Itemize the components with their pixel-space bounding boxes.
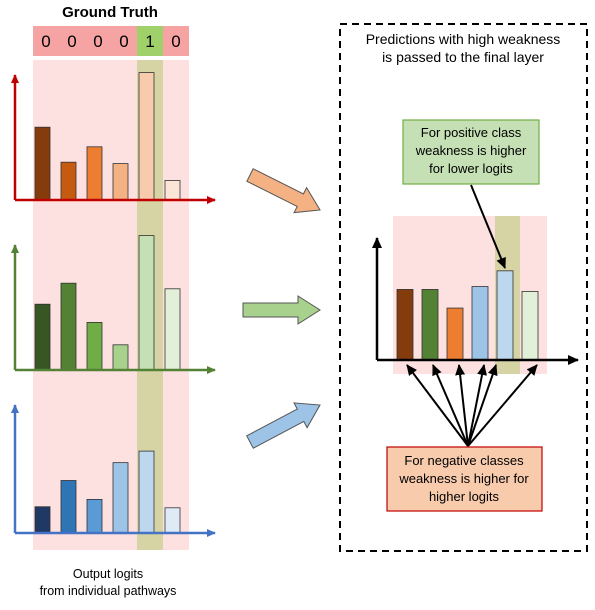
final-box-title-line-1: Predictions with high weakness — [366, 31, 561, 47]
transition-arrows — [242, 168, 321, 449]
logit-bar — [34, 303, 51, 371]
ground-truth-label: 0 — [171, 32, 180, 51]
ground-truth-cell — [111, 26, 137, 56]
positive-pointer-arrow — [470, 184, 506, 269]
final-logit-bar — [421, 289, 439, 361]
final-logit-bar — [521, 290, 539, 361]
ground-truth-cell — [137, 26, 163, 56]
caption-line-1: Output logits — [73, 567, 143, 581]
ground-truth-label: 0 — [93, 32, 102, 51]
negative-class-note: For negative classes weakness is higher … — [386, 446, 543, 512]
negative-note-line-3: higher logits — [429, 489, 500, 504]
negative-note-line-1: For negative classes — [404, 453, 524, 468]
logit-bar — [34, 506, 51, 534]
logit-bar — [112, 344, 129, 371]
pathway-panels — [11, 72, 216, 537]
logit-bar — [138, 72, 155, 201]
logit-bar — [164, 179, 181, 201]
final-box-title-line-2: is passed to the final layer — [382, 49, 544, 65]
ground-truth-cell — [59, 26, 85, 56]
ground-truth-label: 0 — [119, 32, 128, 51]
final-layer-chart — [372, 216, 579, 374]
positive-class-note: For positive class weakness is higher fo… — [402, 119, 540, 185]
ground-truth-title: Ground Truth — [62, 4, 158, 21]
logit-bar — [138, 235, 155, 371]
logit-bar — [112, 462, 129, 534]
green-pathway-chart — [11, 235, 216, 374]
logit-bar — [60, 282, 77, 371]
red-pathway-chart — [11, 72, 216, 204]
logit-bar — [34, 126, 51, 201]
negative-note-line-2: weakness is higher for — [398, 471, 529, 486]
ground-truth-label: 1 — [145, 32, 154, 51]
pointer-arrows — [406, 184, 538, 447]
negative-pointer-arrow — [406, 364, 469, 447]
green-block-arrow — [242, 295, 321, 325]
ground-truth-label: 0 — [67, 32, 76, 51]
logit-bar — [86, 146, 103, 201]
logit-bar — [164, 288, 181, 371]
blue-pathway-chart — [11, 404, 216, 537]
negative-pointer-arrow — [467, 364, 538, 447]
final-logit-bar — [396, 289, 414, 361]
final-logit-bar — [496, 270, 514, 361]
final-logit-bar — [446, 307, 464, 361]
logit-bar — [112, 163, 129, 201]
negative-pointer-arrow — [467, 364, 487, 447]
ground-truth-cell — [163, 26, 189, 56]
ground-truth-cell — [85, 26, 111, 56]
logit-bar — [138, 450, 155, 534]
final-negative-column — [393, 216, 547, 374]
negative-pointer-arrow — [432, 364, 469, 447]
logit-bar — [60, 480, 77, 534]
red-block-arrow — [246, 168, 321, 214]
final-layer-box — [339, 23, 588, 552]
logit-bar — [86, 321, 103, 371]
positive-note-line-1: For positive class — [421, 125, 522, 140]
positive-note-line-3: for lower logits — [429, 161, 513, 176]
caption-line-2: from individual pathways — [40, 584, 177, 598]
logit-bar — [164, 507, 181, 534]
final-logit-bar — [471, 286, 489, 361]
blue-block-arrow — [246, 402, 321, 449]
logit-bar — [86, 498, 103, 534]
negative-pointer-arrow — [467, 364, 498, 447]
negative-pointer-arrow — [455, 364, 469, 447]
logit-bar — [60, 161, 77, 201]
positive-note-line-2: weakness is higher — [415, 143, 527, 158]
ground-truth-label: 0 — [41, 32, 50, 51]
ground-truth-cell — [33, 26, 59, 56]
